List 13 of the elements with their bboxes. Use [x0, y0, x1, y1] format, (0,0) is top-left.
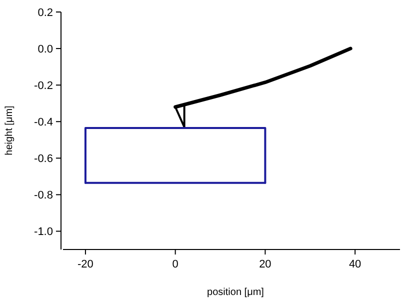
y-tick-label: 0.2: [38, 6, 53, 19]
y-tick-label: -1.0: [34, 226, 53, 238]
x-tick-label: 20: [259, 258, 272, 270]
y-tick-label: -0.2: [34, 80, 53, 92]
y-tick-label: -0.4: [34, 116, 53, 128]
y-axis-title: height [μm]: [4, 105, 15, 156]
y-tick-label: -0.8: [34, 190, 53, 202]
y-tick-label: 0.0: [38, 43, 53, 56]
x-tick-label: 0: [172, 258, 178, 270]
y-tick-label: -0.6: [34, 153, 53, 166]
x-tick-label: 40: [348, 258, 362, 270]
x-tick-label: -20: [78, 258, 94, 270]
x-axis-title: position [μm]: [207, 287, 264, 298]
